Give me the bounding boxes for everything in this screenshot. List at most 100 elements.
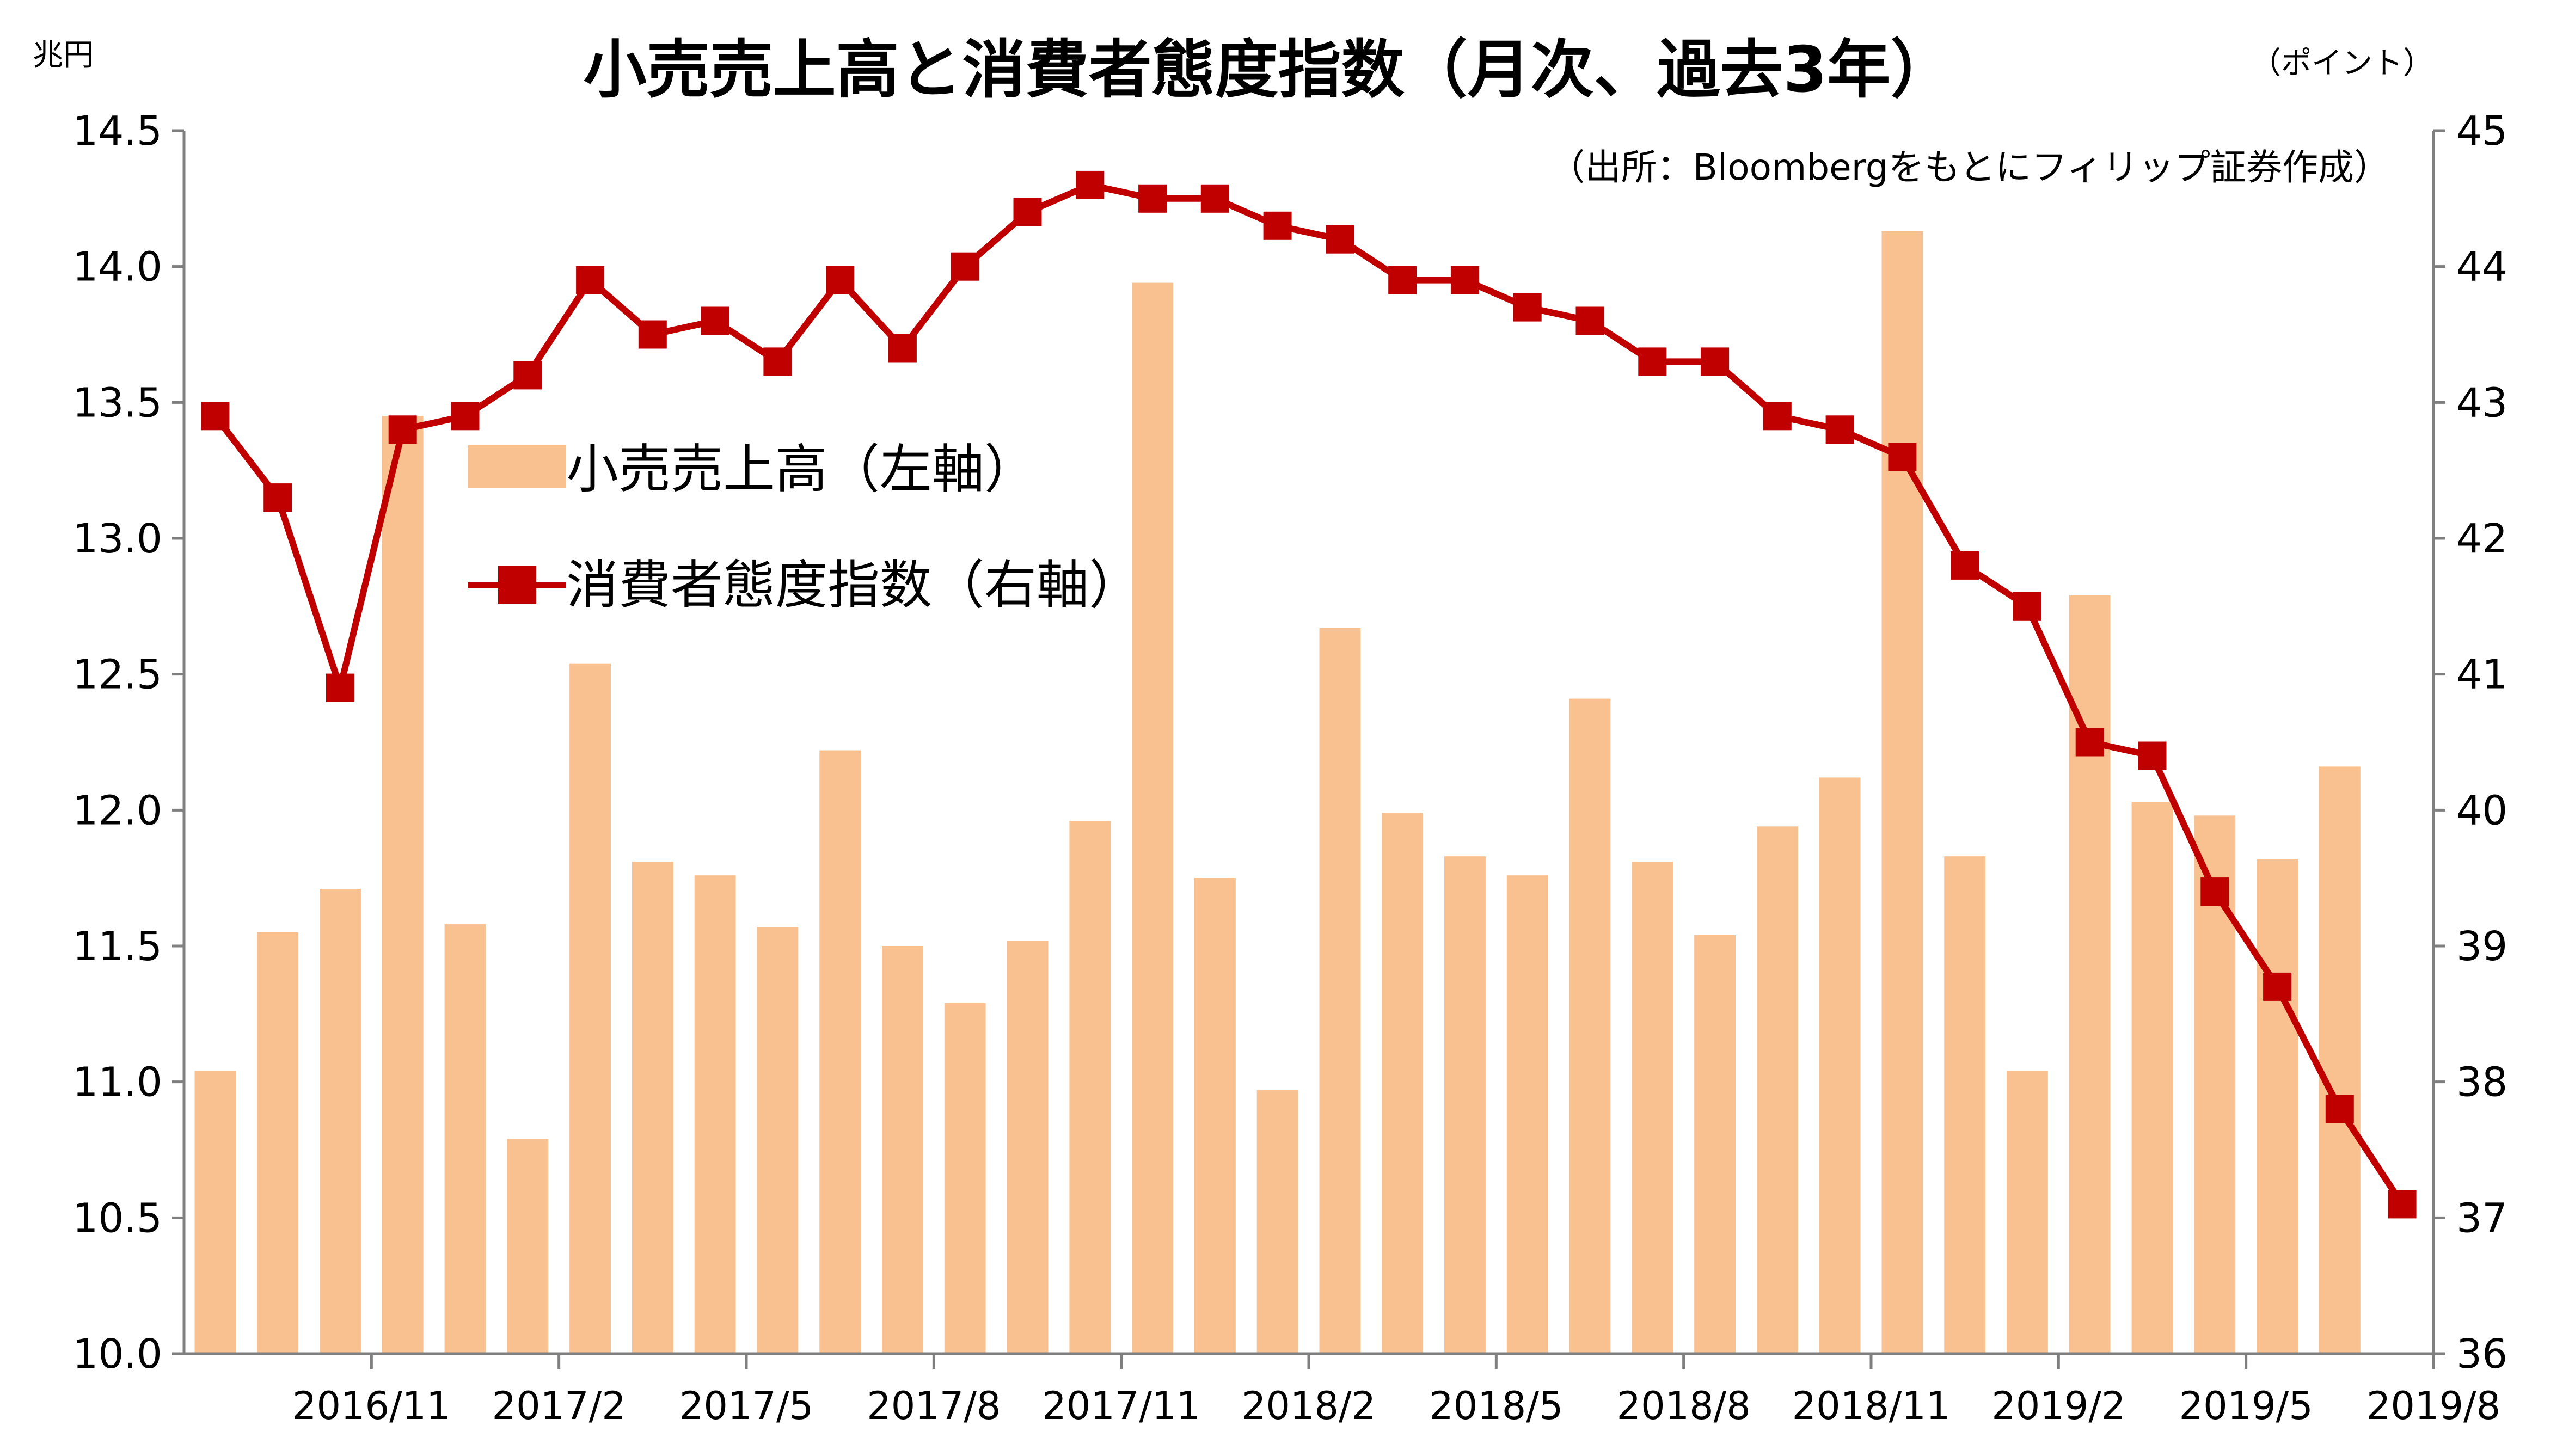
bar-2017/7 <box>819 750 861 1354</box>
x-tick-label: 2018/5 <box>1429 1384 1563 1428</box>
line-series <box>201 170 2417 1219</box>
right-tick-label: 44 <box>2456 244 2507 291</box>
bar-2016/11 <box>320 889 361 1354</box>
left-tick-label: 14.5 <box>72 108 162 155</box>
marker-2019/8 <box>2388 1190 2417 1219</box>
left-tick-label: 11.5 <box>72 923 162 970</box>
marker-2018/8 <box>1638 347 1667 376</box>
x-tick-label: 2019/5 <box>2179 1384 2313 1428</box>
bar-2019/3 <box>2069 595 2111 1354</box>
bar-2018/6 <box>1506 875 1548 1354</box>
x-tick-label: 2017/8 <box>867 1384 1001 1428</box>
marker-2019/1 <box>1951 551 1979 580</box>
marker-2017/11 <box>1076 170 1105 199</box>
x-tick-label: 2017/5 <box>679 1384 813 1428</box>
bar-2017/1 <box>444 924 486 1354</box>
marker-2019/5 <box>2200 877 2229 906</box>
legend-bar-label: 小売売上高（左軸） <box>566 439 1037 500</box>
right-tick-label: 41 <box>2456 652 2507 698</box>
bar-2017/10 <box>1007 941 1049 1354</box>
right-tick-label: 40 <box>2456 787 2507 834</box>
index-line <box>212 181 2405 1206</box>
left-tick-label: 14.0 <box>72 244 162 291</box>
bar-2018/10 <box>1757 826 1798 1354</box>
left-tick-label: 12.5 <box>72 652 162 698</box>
source-note: （出所：Bloombergをもとにフィリップ証券作成） <box>1549 146 2390 188</box>
bar-2018/11 <box>1819 777 1861 1354</box>
bar-2019/6 <box>2257 859 2298 1354</box>
marker-2017/2 <box>513 361 542 390</box>
legend: 小売売上高（左軸） 消費者態度指数（右軸） <box>468 439 1141 616</box>
bar-2016/10 <box>257 932 299 1354</box>
bar-2018/5 <box>1444 856 1486 1354</box>
chart-title: 小売売上高と消費者態度指数（月次、過去3年） <box>584 33 1954 107</box>
bar-2017/3 <box>569 663 611 1354</box>
marker-2017/8 <box>888 334 917 363</box>
bar-2017/9 <box>944 1003 986 1354</box>
marker-2018/1 <box>1200 184 1229 213</box>
x-tick-label: 2018/2 <box>1242 1384 1376 1428</box>
right-tick-label: 36 <box>2456 1331 2507 1378</box>
x-tick-label: 2018/11 <box>1792 1384 1951 1428</box>
axes <box>172 129 2445 1369</box>
marker-2019/7 <box>2325 1095 2354 1123</box>
bar-2018/3 <box>1319 628 1361 1354</box>
marker-2018/12 <box>1888 443 1917 471</box>
right-tick-label: 45 <box>2456 108 2507 155</box>
marker-2018/11 <box>1825 415 1854 444</box>
x-tick-label: 2018/8 <box>1617 1384 1751 1428</box>
marker-2017/12 <box>1138 184 1167 213</box>
bar-2017/5 <box>694 875 736 1354</box>
marker-2016/10 <box>263 483 292 512</box>
bar-2017/6 <box>757 927 799 1354</box>
left-tick-label: 12.0 <box>72 787 162 834</box>
marker-2018/6 <box>1513 293 1542 322</box>
marker-2018/10 <box>1763 402 1792 431</box>
marker-2019/4 <box>2138 741 2167 770</box>
marker-2018/4 <box>1388 266 1417 294</box>
marker-2017/9 <box>951 252 979 281</box>
marker-2017/3 <box>576 266 605 294</box>
right-tick-label: 42 <box>2456 515 2507 562</box>
marker-2018/2 <box>1263 211 1292 240</box>
marker-2016/12 <box>388 415 417 444</box>
x-tick-label: 2017/11 <box>1042 1384 1200 1428</box>
marker-2018/3 <box>1326 225 1354 254</box>
x-tick-label: 2019/8 <box>2366 1384 2500 1428</box>
bar-2018/4 <box>1382 813 1424 1354</box>
bar-2019/7 <box>2319 766 2361 1354</box>
left-tick-label: 13.0 <box>72 515 162 562</box>
bar-2016/9 <box>194 1071 236 1354</box>
bar-series <box>194 231 2361 1354</box>
marker-2017/10 <box>1013 198 1042 226</box>
marker-2017/1 <box>451 402 480 431</box>
marker-2019/6 <box>2263 972 2292 1001</box>
left-axis-unit: 兆円 <box>33 38 94 73</box>
legend-bar-swatch <box>468 445 566 488</box>
bar-2019/1 <box>1944 856 1986 1354</box>
bar-2018/2 <box>1256 1090 1298 1354</box>
bar-2018/8 <box>1632 862 1673 1354</box>
left-tick-label: 10.0 <box>72 1331 162 1378</box>
marker-2018/9 <box>1701 347 1730 376</box>
marker-2018/5 <box>1450 266 1479 294</box>
left-tick-label: 13.5 <box>72 379 162 426</box>
right-tick-label: 39 <box>2456 923 2507 970</box>
legend-line-marker <box>498 566 536 604</box>
bar-2017/12 <box>1132 282 1173 1354</box>
x-tick-label: 2016/11 <box>292 1384 451 1428</box>
x-tick-label: 2017/2 <box>492 1384 626 1428</box>
bar-2017/11 <box>1069 821 1111 1354</box>
marker-2018/7 <box>1575 306 1604 335</box>
bar-2017/8 <box>882 946 923 1354</box>
bar-2019/2 <box>2007 1071 2048 1354</box>
bar-2018/1 <box>1194 878 1236 1354</box>
marker-2016/11 <box>326 673 354 702</box>
marker-2019/3 <box>2075 728 2104 757</box>
marker-2017/6 <box>763 347 792 376</box>
left-tick-label: 11.0 <box>72 1059 162 1106</box>
bar-2016/12 <box>382 416 424 1354</box>
bar-2018/7 <box>1569 698 1611 1354</box>
right-tick-label: 38 <box>2456 1059 2507 1106</box>
right-axis-unit: （ポイント） <box>2251 46 2433 81</box>
